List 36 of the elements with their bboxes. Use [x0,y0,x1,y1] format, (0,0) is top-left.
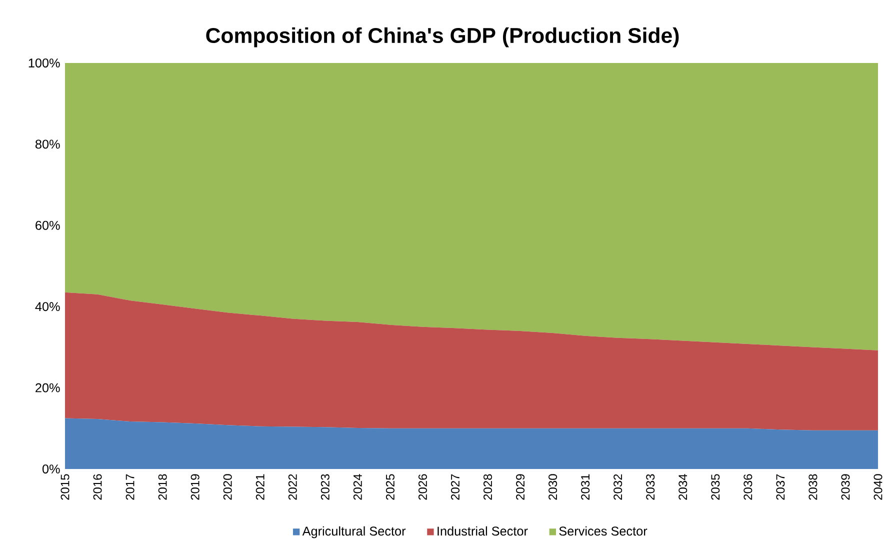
x-tick-label: 2037 [776,474,785,500]
x-tick-label: 2015 [60,474,70,500]
legend-label: Agricultural Sector [302,526,406,538]
x-tick-label: 2023 [320,474,330,500]
x-tick-label: 2029 [516,474,525,500]
x-tick-label: 2025 [386,474,394,500]
x-tick-label: 2040 [874,474,882,500]
x-tick-label: 2028 [484,474,492,500]
x-tick-label: 2039 [841,474,850,500]
y-tick-label: 0% [42,464,60,474]
x-tick-label: 2030 [548,474,558,500]
y-tick-label: 40% [35,302,60,312]
y-tick-label: 60% [36,220,60,230]
x-tick-label: 2036 [744,474,752,500]
x-tick-label: 2022 [288,474,297,500]
x-tick-label: 2026 [418,474,427,500]
x-tick-label: 2018 [158,474,167,500]
x-tick-label: 2027 [450,474,460,500]
x-tick-label: 2019 [190,474,200,500]
x-tick-label: 2021 [256,474,264,500]
x-tick-label: 2020 [223,474,232,500]
x-tick-label: 2035 [711,474,720,500]
x-tick-label: 2024 [353,474,362,500]
y-tick-label: 20% [36,383,60,392]
x-tick-label: 2017 [126,474,134,500]
y-tick-label: 100% [28,58,60,68]
x-tick-label: 2038 [808,474,818,500]
x-tick-label: 2034 [678,474,688,500]
y-tick-label: 80% [35,140,60,149]
x-tick-label: 2032 [614,474,622,500]
x-tick-label: 2033 [646,474,655,500]
legend-label: Industrial Sector [438,526,528,536]
legend-label: Services Sector [559,526,648,536]
chart-title: Composition of China's GDP (Production Side) [206,27,679,48]
x-tick-label: 2031 [581,474,590,500]
x-tick-label: 2016 [93,474,102,500]
